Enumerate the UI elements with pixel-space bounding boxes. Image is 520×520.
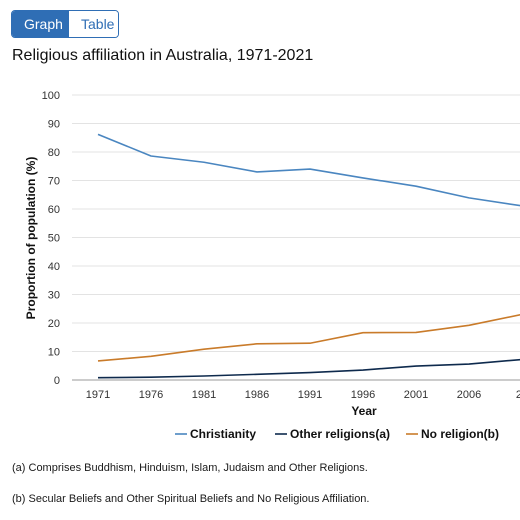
- y-tick-label: 10: [48, 347, 60, 359]
- y-axis-title: Proportion of population (%): [24, 157, 38, 320]
- series-line-other-religions-a: [97, 358, 520, 379]
- y-tick-label: 50: [48, 233, 60, 245]
- table-tab[interactable]: Table: [69, 11, 118, 37]
- series-line-no-religion-b: [97, 314, 520, 362]
- y-tick-label: 40: [48, 261, 60, 273]
- chart-title: Religious affiliation in Australia, 1971…: [12, 47, 314, 64]
- footnote-b: (b) Secular Beliefs and Other Spiritual …: [12, 493, 370, 505]
- y-tick-label: 90: [48, 119, 60, 131]
- line-chart: 0 10 20 30 40 50 60 70 80 90 100 1971 1976 1981 1986 19…: [24, 90, 520, 441]
- x-tick-label: 1996: [351, 389, 375, 401]
- x-tick-label: 1986: [245, 389, 269, 401]
- legend-label: Christianity: [190, 427, 256, 441]
- graph-tab[interactable]: Graph: [12, 11, 69, 37]
- y-tick-label: 100: [42, 90, 60, 102]
- x-tick-label: 1981: [192, 389, 216, 401]
- x-axis-title: Year: [351, 404, 377, 418]
- y-tick-label: 30: [48, 290, 60, 302]
- x-tick-label: 1991: [298, 389, 322, 401]
- x-tick-label: 20: [516, 389, 520, 401]
- x-tick-label: 1971: [86, 389, 110, 401]
- series-line-christianity: [97, 133, 520, 207]
- y-tick-label: 20: [48, 318, 60, 330]
- y-tick-label: 80: [48, 147, 60, 159]
- view-toggle: Graph Table: [11, 10, 119, 38]
- legend-label: Other religions(a): [290, 427, 390, 441]
- y-tick-label: 0: [54, 375, 60, 387]
- footnote-a: (a) Comprises Buddhism, Hinduism, Islam,…: [12, 462, 368, 474]
- y-tick-label: 70: [48, 176, 60, 188]
- x-tick-label: 2006: [457, 389, 481, 401]
- x-tick-label: 1976: [139, 389, 163, 401]
- legend-label: No religion(b): [421, 427, 499, 441]
- x-tick-label: 2001: [404, 389, 428, 401]
- y-tick-label: 60: [48, 204, 60, 216]
